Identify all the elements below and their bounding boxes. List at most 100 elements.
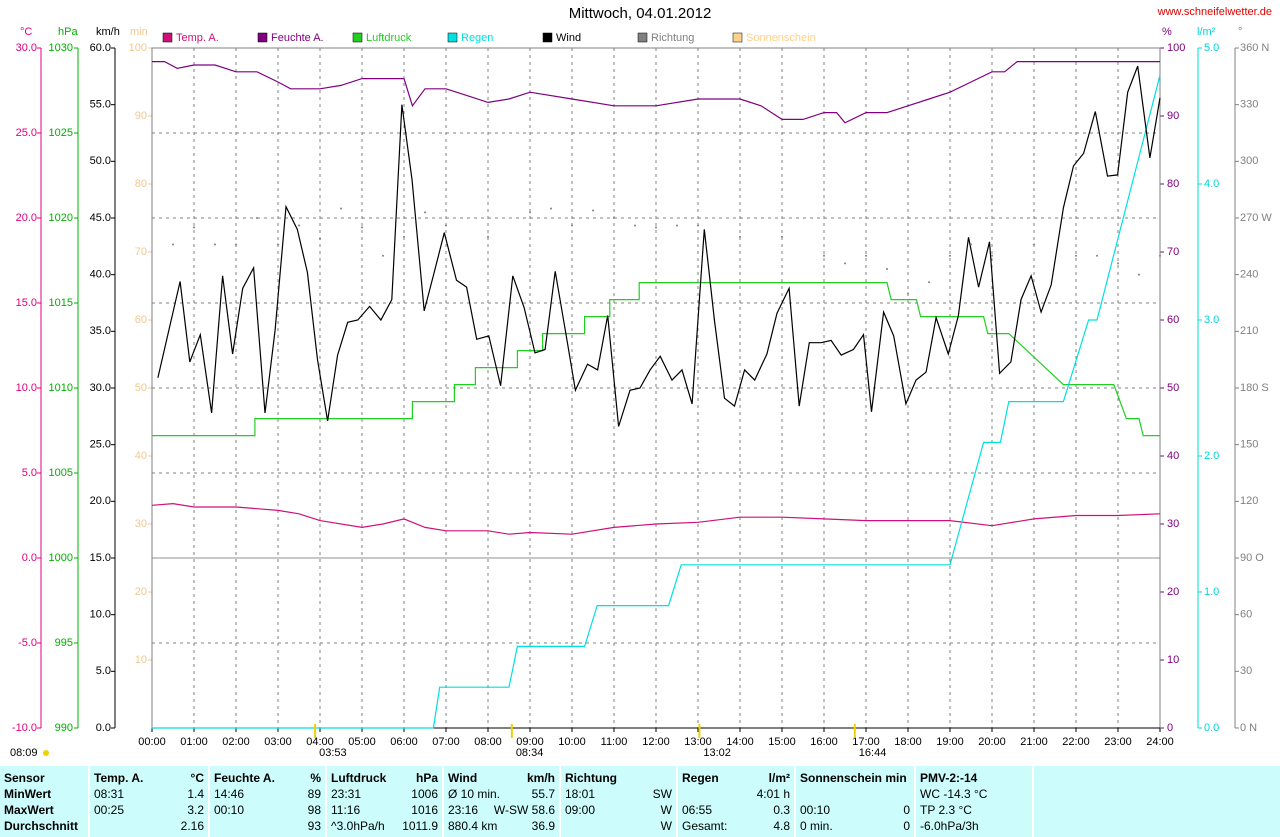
y-tick-label: 5.0 [1204, 42, 1219, 54]
direction-dot [991, 254, 993, 257]
stat-row: 08:31 1.4 [94, 786, 204, 802]
group-column: Luftdruck hPa 23:31 1006 11:16 1016 ^3.0hPa/h 1… [327, 766, 444, 837]
stat-cell: 55.7 [531, 787, 555, 801]
y-tick-label: 0.0 [96, 722, 111, 734]
stat-row: 09:00 W [565, 802, 672, 818]
direction-dot [865, 254, 867, 257]
series-line [157, 65, 1161, 427]
y-tick-label: 25.0 [90, 439, 111, 451]
stat-cell: 06:55 [682, 803, 713, 817]
x-tick-label: 24:00 [1146, 736, 1174, 748]
y-tick-label: 0.0 [22, 552, 37, 564]
direction-dot [970, 243, 972, 246]
y-tick-label: 90 [135, 110, 147, 122]
y-tick-label: 90 O [1240, 552, 1264, 564]
direction-dot [361, 226, 363, 229]
y-tick-label: 990 [55, 722, 73, 734]
x-tick-label: 16:00 [810, 736, 838, 748]
y-tick-label: 50 [135, 382, 147, 394]
group-header: Richtung [565, 770, 672, 786]
sun-marker-label: 16:44 [859, 747, 887, 759]
stat-cell: 880.4 km [448, 819, 498, 833]
stat-cell: 08:31 [94, 787, 125, 801]
stat-row: 0 min. 0 [800, 818, 910, 834]
direction-dot [277, 243, 279, 246]
y-tick-label: 1020 [49, 212, 73, 224]
axis-unit: km/h [96, 26, 120, 38]
group-unit: hPa [415, 771, 438, 785]
y-tick-label: 55.0 [90, 99, 111, 111]
direction-dot [214, 243, 216, 246]
y-tick-label: 150 [1240, 439, 1258, 451]
y-tick-label: 1.0 [1204, 586, 1219, 598]
direction-dot [193, 226, 195, 229]
y-tick-label: 100 [129, 42, 147, 54]
y-tick-label: 0 [1167, 722, 1173, 734]
x-tick-label: 19:00 [936, 736, 964, 748]
direction-dot [172, 243, 174, 246]
legend-swatch [162, 32, 173, 43]
stat-row: 23:16 W-SW 58.6 [448, 802, 555, 818]
group-column: Wind km/h Ø 10 min. 55.7 23:16 W-SW 58.6 880.4… [444, 766, 561, 837]
stat-row: Gesamt: 4.8 [682, 818, 790, 834]
direction-dot [403, 235, 405, 238]
y-tick-label: 30 [1240, 665, 1252, 677]
x-tick-label: 07:00 [432, 736, 460, 748]
legend-label: Sonnenschein [746, 32, 816, 44]
stat-cell: W-SW 58.6 [493, 803, 555, 817]
series-line [152, 282, 1160, 437]
legend-label: Feuchte A. [271, 32, 324, 44]
stat-cell: ^3.0hPa/h [331, 819, 385, 833]
x-tick-label: 21:00 [1020, 736, 1048, 748]
stat-cell: 1016 [411, 803, 438, 817]
y-tick-label: 50 [1167, 382, 1179, 394]
x-tick-label: 11:00 [601, 736, 628, 748]
group-unit: km/h [526, 771, 555, 785]
x-tick-label: 17:00 [852, 736, 880, 748]
stat-row: 11:16 1016 [331, 802, 438, 818]
group-title: Richtung [565, 771, 617, 785]
series-line [152, 61, 1160, 124]
stat-cell: 1006 [411, 787, 438, 801]
group-unit: % [310, 771, 321, 785]
group-column: Richtung 18:01 SW 09:00 W W [561, 766, 678, 837]
y-tick-label: -5.0 [18, 637, 37, 649]
stat-cell: SW [652, 787, 672, 801]
row-label-cell: Durchschnitt [4, 818, 84, 834]
y-tick-label: 1005 [49, 467, 73, 479]
group-header: Sonnenschein min [800, 770, 910, 786]
group-column: Regen l/m² 4:01 h 06:55 0.3 Gesamt: 4.8 [678, 766, 796, 837]
y-tick-label: 10 [135, 654, 147, 666]
group-title: Sonnenschein min [800, 771, 907, 785]
stat-cell: 93 [307, 819, 321, 833]
group-header: Wind km/h [448, 770, 555, 786]
y-tick-label: 180 S [1240, 382, 1269, 394]
direction-dot [424, 211, 426, 214]
y-tick-label: 270 W [1240, 212, 1272, 224]
group-title: Feuchte A. [214, 771, 275, 785]
x-tick-label: 12:00 [642, 736, 670, 748]
group-title: Temp. A. [94, 771, 144, 785]
stat-cell: 1.4 [187, 787, 204, 801]
y-tick-label: 60 [1240, 609, 1252, 621]
direction-dot [445, 224, 447, 227]
direction-dot [1075, 254, 1077, 257]
y-tick-label: 45.0 [90, 212, 111, 224]
direction-dot [823, 254, 825, 257]
direction-dot [697, 224, 699, 227]
direction-dot [340, 207, 342, 210]
y-tick-label: -10.0 [12, 722, 37, 734]
stat-row: W [565, 818, 672, 834]
legend-swatch [257, 32, 268, 43]
group-title: Regen [682, 771, 719, 785]
y-tick-label: 70 [1167, 246, 1179, 258]
y-tick-label: 3.0 [1204, 314, 1219, 326]
y-tick-label: 20.0 [16, 212, 37, 224]
y-tick-label: 120 [1240, 495, 1258, 507]
group-title: Wind [448, 771, 478, 785]
stat-row: 00:10 98 [214, 802, 321, 818]
stat-cell: 00:25 [94, 803, 125, 817]
direction-dot [571, 224, 573, 227]
stat-row: Ø 10 min. 55.7 [448, 786, 555, 802]
